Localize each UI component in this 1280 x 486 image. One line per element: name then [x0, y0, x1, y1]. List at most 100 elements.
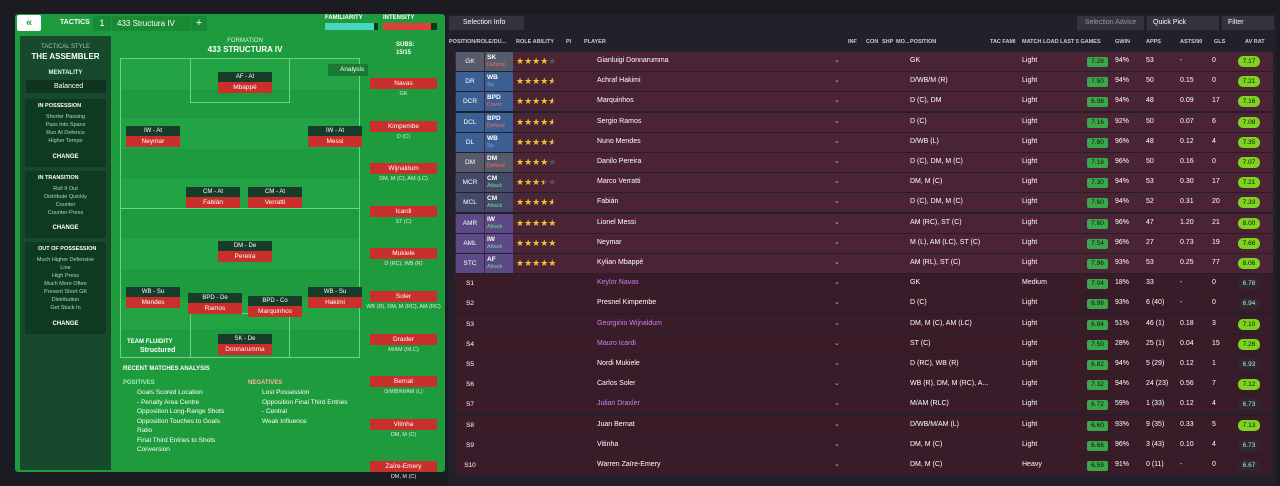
player-name[interactable]: Neymar	[597, 238, 622, 246]
player-name[interactable]: Juan Bernat	[597, 420, 635, 428]
player-name[interactable]: Achraf Hakimi	[597, 77, 641, 85]
change-button[interactable]: CHANGE	[52, 321, 79, 327]
bench-tag[interactable]: Kimpembe	[370, 120, 437, 132]
role-tag[interactable]: AF - At	[218, 72, 272, 82]
change-button[interactable]: CHANGE	[52, 225, 79, 231]
gwin: 91%	[1115, 461, 1130, 468]
filter[interactable]: Filter	[1222, 16, 1274, 30]
column-header[interactable]: TAC FAMI	[990, 39, 1016, 45]
section-box	[25, 171, 106, 238]
table-row	[455, 395, 1273, 415]
bench-tag[interactable]: Navas	[370, 78, 437, 89]
role-tag[interactable]: BPD - Co	[248, 296, 302, 306]
player-name[interactable]: Fabián	[597, 198, 619, 206]
player-tag[interactable]: Marquinhos	[248, 306, 302, 317]
role-tag[interactable]: DM - De	[218, 241, 272, 251]
bench-tag[interactable]: Wijnaldum	[370, 163, 437, 175]
formation-name[interactable]: 433 STRUCTURA IV	[207, 45, 283, 54]
player-name[interactable]: Lionel Messi	[597, 218, 636, 226]
player-name[interactable]: Marquinhos	[597, 97, 634, 105]
column-header[interactable]: GWIN	[1115, 39, 1130, 45]
player-tag[interactable]: Mbappé	[218, 82, 272, 93]
player-name[interactable]: Gianluigi Donnarumma	[597, 57, 669, 64]
column-header[interactable]: ASTS/90	[1180, 39, 1203, 45]
bench-tag[interactable]: Soler	[370, 291, 437, 302]
player-name[interactable]: Danilo Pereira	[597, 158, 642, 165]
column-header[interactable]: LAST 5 GAMES	[1060, 39, 1101, 45]
back-button[interactable]: «	[17, 15, 41, 31]
bench-pos: D (RC), WB (R)	[384, 261, 423, 268]
tab-label: TACTICS	[60, 19, 90, 26]
role-tag[interactable]: BPD - De	[188, 293, 242, 303]
positions: D (C), DM, M (C)	[910, 158, 963, 165]
role-tag[interactable]: CM - At	[248, 187, 302, 197]
column-header[interactable]: MATCH LOAD	[1022, 39, 1059, 45]
rating: 7.50	[1087, 339, 1108, 350]
column-header[interactable]: MO...	[896, 39, 910, 45]
player-name[interactable]: Carlos Soler	[597, 380, 636, 388]
column-header[interactable]: ROLE ABILITY	[516, 39, 554, 45]
bench-tag[interactable]: Mukiele	[370, 248, 437, 260]
change-button[interactable]: CHANGE	[52, 154, 79, 160]
player-tag[interactable]: Neymar	[126, 136, 180, 147]
role-tag[interactable]: IW - At	[308, 126, 362, 136]
player-name[interactable]: Kylian Mbappé	[597, 259, 644, 266]
role-tag[interactable]: WB - Su	[308, 287, 362, 297]
apps: 3 (43)	[1146, 440, 1165, 448]
player-name[interactable]: Vitinha	[597, 440, 619, 448]
column-header[interactable]: SHP	[882, 39, 894, 45]
bench-tag[interactable]: Vitinha	[370, 418, 437, 430]
player-name[interactable]: Presnel Kimpembe	[597, 299, 657, 307]
player-name[interactable]: Mauro Icardi	[597, 339, 636, 347]
role-tag[interactable]: WB - Su	[126, 287, 180, 297]
positions: D (C), DM	[910, 97, 942, 105]
role-tag[interactable]: IW - At	[126, 126, 180, 136]
bench-tag[interactable]: Icardi	[370, 205, 437, 217]
role-tag[interactable]: SK - De	[218, 334, 272, 344]
column-header[interactable]: PLAYER	[584, 39, 606, 45]
player-name[interactable]: Warren Zaïre-Emery	[597, 461, 661, 468]
player-name[interactable]: Keylor Navas	[597, 279, 639, 287]
analysis-button[interactable]: Analysis	[328, 64, 368, 76]
bench-tag[interactable]: Zaïre-Emery	[370, 461, 437, 473]
player-tag[interactable]: Pereira	[218, 251, 272, 262]
role-tag[interactable]: CM - At	[186, 187, 240, 197]
player-tag[interactable]: Fabián	[186, 197, 240, 208]
mentality-dropdown[interactable]: Balanced	[26, 80, 106, 93]
positions: DM, M (C), AM (LC)	[910, 319, 972, 327]
quick-pick[interactable]: Quick Pick	[1147, 16, 1219, 30]
column-header[interactable]: CON	[866, 39, 879, 45]
player-name[interactable]: Sergio Ramos	[597, 117, 642, 125]
player-name[interactable]: Nuno Mendes	[597, 137, 641, 145]
player-tag[interactable]: Ramos	[188, 303, 242, 314]
bench-tag[interactable]: Bernat	[370, 376, 437, 388]
column-header[interactable]: POSITION	[910, 39, 937, 45]
player-name[interactable]: Georginio Wijnaldum	[597, 319, 662, 327]
slot[interactable]: 1	[93, 16, 111, 31]
selection-info[interactable]: Selection Info	[449, 16, 524, 30]
positions: WB (R), DM, M (RC), A...	[910, 380, 989, 388]
column-header[interactable]: GLS	[1214, 39, 1226, 45]
tactic-dropdown[interactable]: 433 Structura IV	[112, 16, 190, 31]
player-tag[interactable]: Messi	[308, 136, 362, 147]
player-tag[interactable]: Mendes	[126, 297, 180, 308]
av-rating: 6.73	[1238, 439, 1260, 451]
instruction: High Press	[52, 273, 79, 279]
bench-tag[interactable]: Draxler	[370, 333, 437, 345]
player-name[interactable]: Julian Draxler	[597, 400, 640, 408]
player-tag[interactable]: Verratti	[248, 197, 302, 208]
player-name[interactable]: Marco Verratti	[597, 178, 641, 186]
add-button[interactable]: +	[191, 16, 207, 31]
column-header[interactable]: APPS	[1146, 39, 1161, 45]
column-header[interactable]: INF	[848, 39, 857, 45]
player-tag[interactable]: Hakimi	[308, 297, 362, 308]
column-header[interactable]: PI	[566, 39, 572, 45]
column-header[interactable]: POSITION/ROLE/DU...	[449, 39, 507, 45]
column-header[interactable]: AV RAT	[1245, 39, 1265, 45]
player-name[interactable]: Nordi Mukiele	[597, 360, 640, 367]
load: Light	[1022, 117, 1038, 125]
player-tag[interactable]: Donnarumma	[218, 344, 272, 355]
selection-advice[interactable]: Selection Advice	[1077, 16, 1144, 30]
analysis-title[interactable]: RECENT MATCHES ANALYSIS	[123, 366, 210, 372]
formation-label: FORMATION	[227, 38, 263, 44]
